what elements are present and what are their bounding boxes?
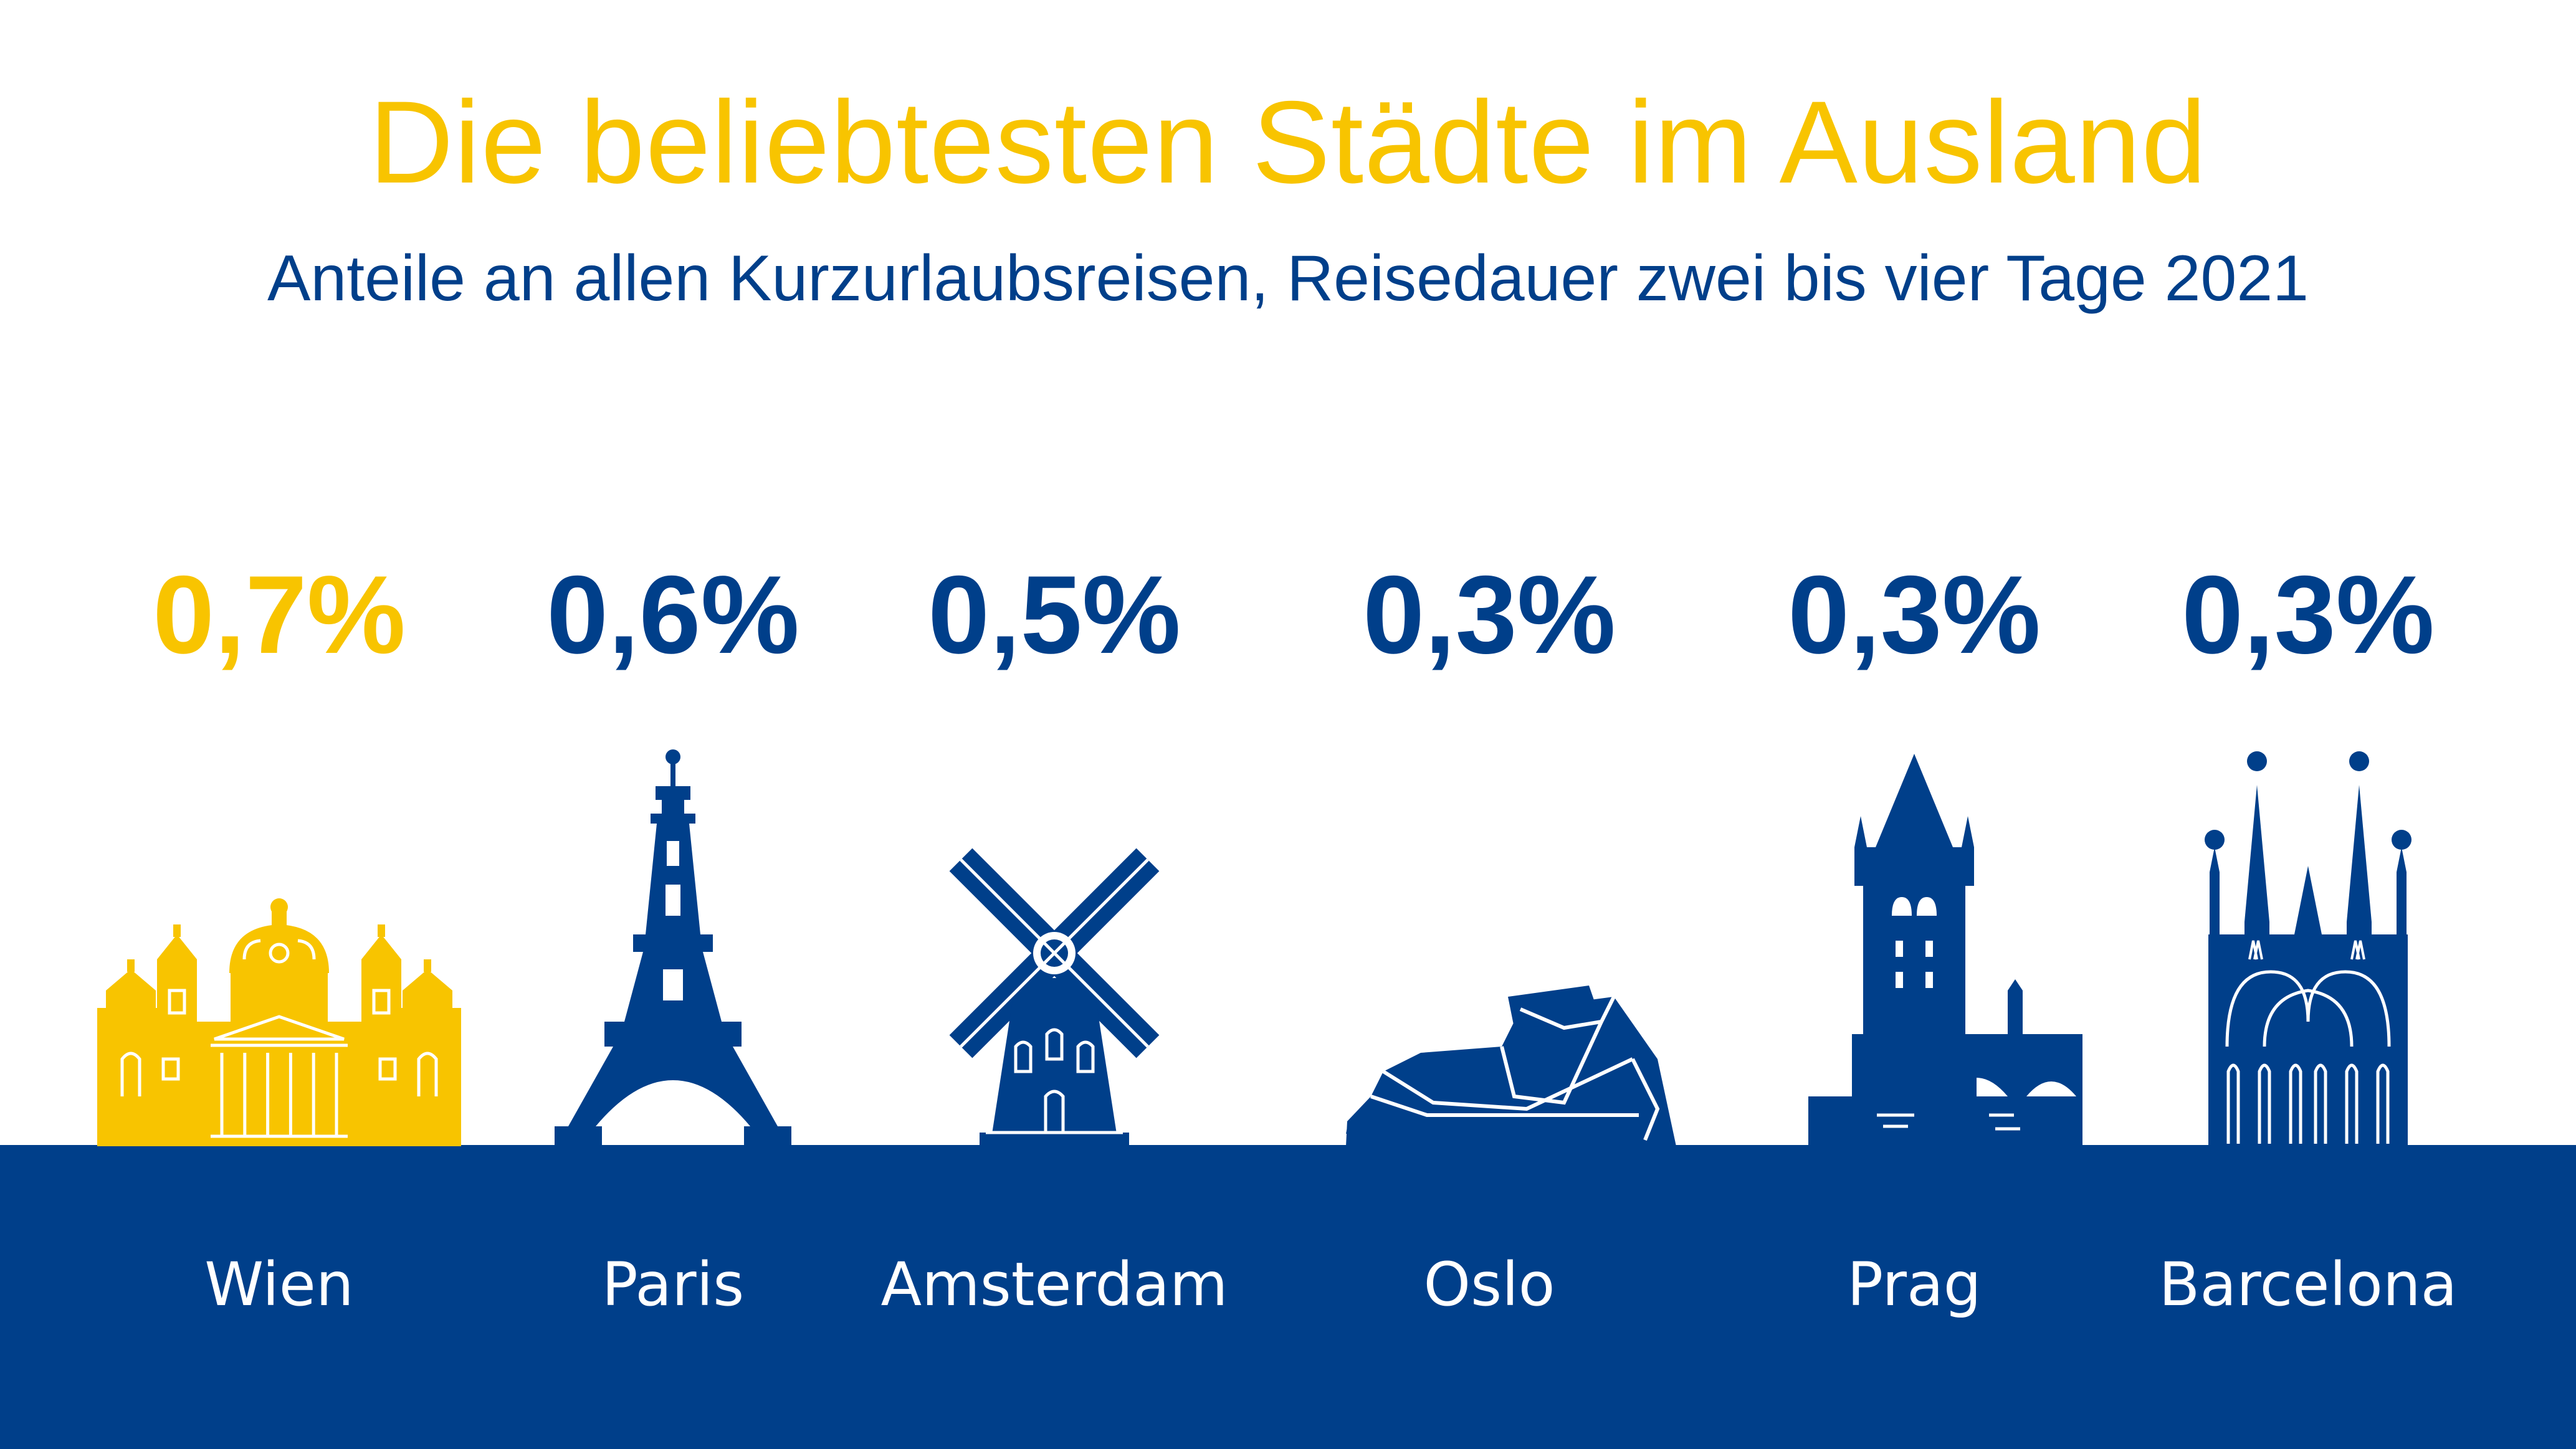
chart-marks: 0,7% Wien 0,6% Paris 0,5% Amsterdam 0,3% Oslo 0,… <box>97 553 2457 1319</box>
windmill-icon <box>949 848 1160 1146</box>
value-label-oslo: 0,3% <box>1363 553 1616 677</box>
value-label-prag: 0,3% <box>1788 553 2041 677</box>
city-label-wien: Wien <box>204 1250 353 1319</box>
vienna-palace-icon <box>97 898 461 1146</box>
sagrada-familia-icon <box>2205 751 2411 1146</box>
value-label-wien: 0,7% <box>153 553 406 677</box>
chart-title: Die beliebtesten Städte im Ausland <box>369 77 2207 207</box>
value-label-amsterdam: 0,5% <box>928 553 1181 677</box>
city-label-paris: Paris <box>602 1250 745 1319</box>
oslo-opera-icon <box>1346 986 1676 1146</box>
value-label-barcelona: 0,3% <box>2182 553 2435 677</box>
ground-band <box>0 1145 2576 1449</box>
eiffel-tower-icon <box>555 749 791 1145</box>
city-label-barcelona: Barcelona <box>2159 1250 2458 1319</box>
chart-subtitle: Anteile an allen Kurzurlaubsreisen, Reis… <box>267 242 2309 315</box>
city-label-prag: Prag <box>1847 1250 1981 1319</box>
city-label-oslo: Oslo <box>1424 1250 1555 1319</box>
city-label-amsterdam: Amsterdam <box>881 1250 1228 1319</box>
prague-tower-bridge-icon <box>1808 754 2082 1146</box>
value-label-paris: 0,6% <box>546 553 799 677</box>
